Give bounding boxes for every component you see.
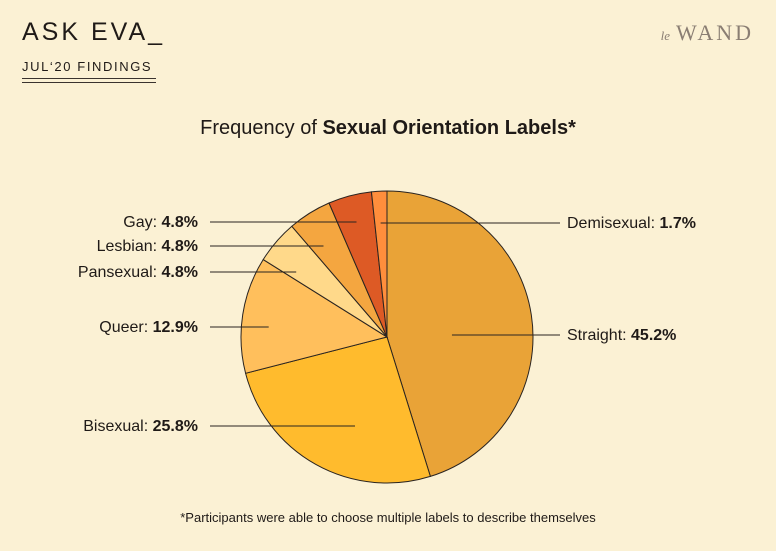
pie-slice-straight [386, 190, 534, 478]
slice-label-straight: Straight: 45.2% [567, 327, 676, 344]
slice-label-value: 1.7% [659, 215, 695, 232]
slice-label-gay: Gay: 4.8% [123, 214, 198, 231]
slice-label-name: Pansexual: [78, 264, 162, 281]
slice-label-name: Straight: [567, 327, 631, 344]
logo-prefix: le [660, 28, 670, 43]
slice-labels: Straight: 45.2% Bisexual: 25.8% Queer: 12.… [78, 214, 696, 435]
slice-label-value: 4.8% [162, 238, 198, 255]
slice-label-demisexual: Demisexual: 1.7% [567, 215, 696, 232]
slice-label-name: Queer: [99, 319, 152, 336]
brand-title: ASK EVA_ [22, 18, 166, 46]
slice-label-lesbian: Lesbian: 4.8% [97, 238, 198, 255]
slice-label-bisexual: Bisexual: 25.8% [83, 418, 198, 435]
slice-label-name: Demisexual: [567, 215, 659, 232]
slice-label-name: Lesbian: [97, 238, 162, 255]
slice-label-value: 4.8% [162, 264, 198, 281]
slice-label-value: 12.9% [153, 319, 198, 336]
subtitle-rule-top [22, 78, 156, 79]
chart-title: Frequency of Sexual Orientation Labels* [0, 117, 776, 140]
slice-label-name: Gay: [123, 214, 161, 231]
pie-slice-queer [240, 258, 389, 374]
pie-slice-bisexual [244, 336, 431, 484]
findings-subtitle: JUL‘20 FINDINGS [22, 59, 153, 74]
slice-label-value: 4.8% [162, 214, 198, 231]
slice-label-value: 45.2% [631, 327, 676, 344]
lewand-logo: le WAND [661, 20, 754, 46]
slice-label-pansexual: Pansexual: 4.8% [78, 264, 198, 281]
logo-main: WAND [676, 20, 754, 45]
pie-slices [240, 190, 534, 484]
slice-label-name: Bisexual: [83, 418, 152, 435]
leader-lines [210, 221, 560, 427]
footnote: *Participants were able to choose multip… [180, 510, 596, 525]
pie-slice-demisexual [370, 190, 388, 338]
chart-title-bold: Sexual Orientation Labels* [322, 117, 576, 139]
subtitle-rule-bottom [22, 82, 156, 83]
chart-title-prefix: Frequency of [200, 117, 323, 139]
slice-label-queer: Queer: 12.9% [99, 319, 198, 336]
slice-label-value: 25.8% [153, 418, 198, 435]
